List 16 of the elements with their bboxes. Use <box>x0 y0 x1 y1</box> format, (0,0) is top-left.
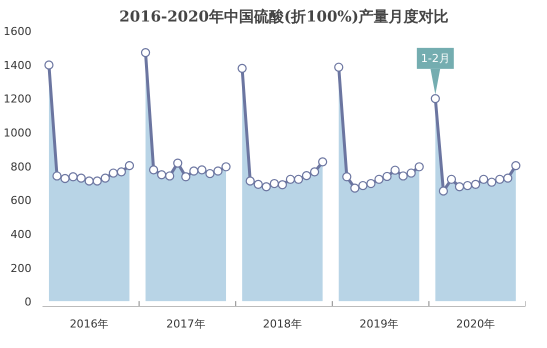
y-tick-label: 600 <box>10 194 32 208</box>
y-tick-label: 1200 <box>4 92 32 106</box>
y-tick-label: 1400 <box>4 58 32 72</box>
x-tick-label: 2018年 <box>262 318 302 330</box>
y-tick-label: 200 <box>10 262 32 275</box>
annotation: 1-2月 <box>420 52 450 65</box>
y-tick-label: 1600 <box>4 25 32 38</box>
y-tick-label: 800 <box>10 160 32 174</box>
chart-title: 2016-2020年中国硫酸(折100%)产量月度对比 <box>119 8 449 26</box>
y-tick-label: 1000 <box>4 126 32 140</box>
x-tick-label: 2020年 <box>456 318 496 330</box>
y-tick-label: 0 <box>24 296 32 309</box>
x-tick-label: 2017年 <box>166 318 206 330</box>
x-tick-label: 2016年 <box>70 318 109 330</box>
y-tick-label: 400 <box>10 228 32 241</box>
x-tick-label: 2019年 <box>359 318 398 330</box>
